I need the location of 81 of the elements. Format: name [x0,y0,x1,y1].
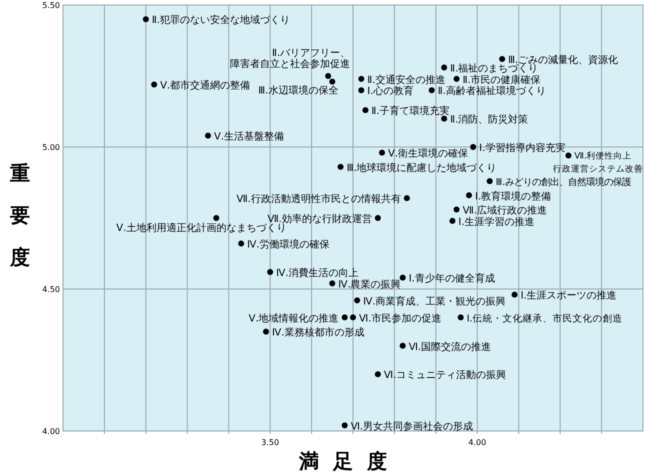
point [342,422,348,428]
point [400,342,406,349]
annotation: Ⅵ.市民参加の促進 [359,312,442,324]
point [374,371,381,378]
annotation: Ⅱ.高齢者福祉環境づくり [438,85,546,98]
point [466,192,472,198]
point [362,107,368,114]
annotation: Ⅳ.消費生活の向上 [276,266,359,279]
annotation: Ⅲ.地球環境に配慮した地域づくり [346,162,497,174]
point [342,314,348,320]
x-tick-label: 3.50 [261,438,280,447]
point [142,16,149,22]
annotation: Ⅵ.コミュニティ活動の振興 [384,369,506,382]
point [358,87,364,94]
point [428,87,435,94]
annotation: Ⅴ.衛生環境の確保 [388,148,468,160]
point [205,132,211,139]
annotation: 行政運営システム改善 [553,164,643,175]
annotation: Ⅶ.利便性向上 [574,150,632,162]
point [400,274,406,281]
annotation: Ⅱ.消防、防災対策 [450,114,528,126]
point [499,56,506,62]
point [458,314,464,320]
point [441,116,448,122]
point [354,297,360,304]
annotation: Ⅴ.生活基盤整備 [214,130,284,143]
annotation: Ⅰ.心の教育 [367,85,414,98]
annotation: Ⅱ.市民の健康確保 [462,74,541,86]
point [374,215,381,221]
point [454,206,460,212]
annotation: Ⅴ.都市交通網の整備 [160,80,250,92]
annotation: Ⅱ.交通安全の推進 [367,74,446,86]
annotation: 障害者自立と社会参加促進 [230,58,350,70]
annotation: Ⅰ.伝統・文化継承、市民文化の創造 [466,312,623,324]
point [338,164,344,170]
annotation: Ⅵ.男女共同参画社会の形成 [350,420,474,432]
annotation: Ⅶ.広域行政の推進 [462,204,547,216]
annotation: Ⅰ.学習指導内容充実 [479,142,566,154]
annotation: Ⅴ.地域情報化の推進 [248,312,339,324]
annotation: Ⅰ.生涯スポーツの推進 [520,290,617,302]
point [454,76,460,82]
annotation: Ⅵ.国際交流の推進 [408,340,492,353]
annotation: Ⅲ.みどりの創出、自然環境の保護 [496,177,632,188]
annotation: Ⅱ.子育て環境充実 [371,105,450,118]
point [470,144,476,150]
y-tick-label: 4.00 [42,427,60,436]
point [263,328,269,335]
point [329,280,336,286]
point [486,178,493,184]
annotation: Ⅳ.業務核都市の形成 [272,326,364,339]
annotation: Ⅱ.バリアフリー、 [272,48,350,59]
annotation: Ⅴ.土地利用適正化計画的なまちづくり [116,222,286,234]
y-tick-label: 5.00 [42,143,60,152]
annotation: Ⅱ.犯罪のない安全な地域づくり [152,14,290,26]
point [238,240,244,247]
annotation: Ⅳ.農業の振興 [338,278,401,290]
annotation: Ⅶ.行政活動透明性市民との情報共有 [236,193,401,206]
point [350,314,356,320]
annotation: Ⅳ.商業育成、工業・観光の振興 [363,295,506,308]
annotation: Ⅳ.労働環境の確保 [247,238,330,251]
x-axis-title: 満足度 [298,449,401,473]
point [449,218,456,224]
point [358,76,364,82]
point [379,150,385,156]
annotation: Ⅲ.水辺環境の保全 [258,84,338,97]
point [404,195,410,202]
annotation: Ⅶ.効率的な行財政運営 [267,213,372,225]
point [441,64,448,70]
point [329,78,336,85]
annotation: Ⅰ.教育環境の整備 [475,190,552,202]
annotation: Ⅰ.生涯学習の推進 [458,216,535,228]
y-axis-title: 重要度 [9,161,30,269]
point [213,215,220,221]
point [512,292,518,298]
y-tick-label: 4.50 [42,285,60,294]
point [325,73,332,79]
point [267,268,274,275]
y-tick-label: 5.50 [42,1,60,10]
annotation: Ⅰ.青少年の健全育成 [408,272,495,285]
point [151,82,158,88]
point [565,152,572,159]
